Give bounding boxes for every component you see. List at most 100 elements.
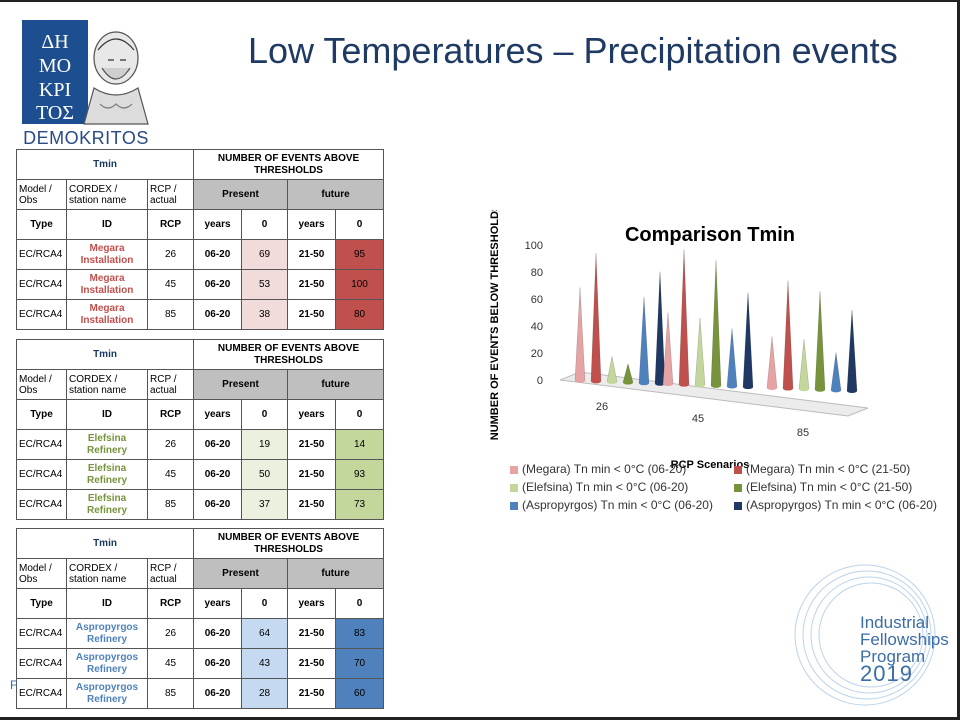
cone-base	[743, 385, 753, 390]
philosopher-bust-icon	[83, 31, 149, 125]
col-cordex: CORDEX / station name	[66, 179, 148, 210]
type-header: Type	[16, 399, 67, 430]
x-tick-label: 45	[692, 413, 704, 425]
present-threshold-header: 0	[241, 399, 289, 430]
col-model-obs: Model / Obs	[16, 179, 67, 210]
present-years-header: years	[193, 399, 243, 430]
fellowship-circles-graphic	[794, 564, 936, 706]
chart-title: Comparison Tmin	[625, 224, 795, 246]
row-future-years: 21-50	[287, 489, 337, 520]
logo-letters-2: ΜΟ	[39, 55, 71, 77]
legend-label: (Elefsina) Tn min < 0°C (06-20)	[522, 480, 689, 494]
type-header: Type	[16, 588, 67, 619]
cone-mark	[742, 292, 754, 388]
cone-mark	[726, 328, 738, 387]
col-rcp-actual: RCP / actual	[146, 179, 195, 210]
program-year: 2019	[860, 661, 913, 686]
cone-base	[695, 383, 705, 388]
y-tick-label: 40	[531, 321, 543, 333]
row-present-value: 19	[241, 429, 289, 460]
legend-swatch	[510, 501, 518, 510]
row-present-value: 50	[241, 459, 289, 490]
row-station: Aspropyrgos Refinery	[66, 648, 148, 679]
present-header: Present	[193, 369, 289, 400]
row-rcp: 45	[146, 648, 195, 679]
cone-base	[727, 384, 737, 389]
tmin-header: Tmin	[15, 149, 195, 180]
id-header: ID	[66, 209, 148, 240]
logo-letters-1: ΔΗ	[41, 31, 68, 53]
row-station: Aspropyrgos Refinery	[66, 618, 148, 649]
cone-mark	[678, 249, 690, 385]
legend-swatch	[734, 483, 742, 492]
cone-base	[607, 379, 617, 384]
row-type: EC/RCA4	[16, 648, 67, 679]
stray-mark: F	[10, 678, 18, 692]
row-future-years: 21-50	[287, 648, 337, 679]
legend-label: (Megara) Tn min < 0°C (06-20)	[522, 462, 687, 476]
col-rcp-actual: RCP / actual	[146, 558, 195, 589]
table-row: EC/RCA4 Aspropyrgos Refinery 26 06-20 64 21-5…	[16, 618, 385, 649]
legend-label: (Aspropyrgos) Tn min < 0°C (06-20)	[746, 498, 937, 512]
row-future-value: 80	[335, 299, 385, 330]
row-future-value: 95	[335, 239, 385, 270]
table-row: EC/RCA4 Aspropyrgos Refinery 85 06-20 28 21-5…	[16, 678, 385, 709]
col-cordex: CORDEX / station name	[66, 369, 148, 400]
cone-base	[767, 385, 777, 390]
future-header: future	[287, 179, 385, 210]
cone-mark	[830, 352, 842, 391]
row-rcp: 85	[146, 299, 195, 330]
row-type: EC/RCA4	[16, 429, 67, 460]
cone-mark	[798, 339, 810, 390]
row-present-years: 06-20	[193, 618, 243, 649]
type-header: Type	[16, 209, 67, 240]
row-station: Elefsina Refinery	[66, 489, 148, 520]
row-rcp: 85	[146, 678, 195, 709]
legend-swatch	[510, 465, 518, 474]
cone-mark	[662, 312, 674, 385]
cone-base	[663, 382, 673, 387]
row-future-years: 21-50	[287, 678, 337, 709]
x-tick-label: 85	[797, 427, 809, 439]
id-header: ID	[66, 588, 148, 619]
row-rcp: 85	[146, 489, 195, 520]
row-future-value: 73	[335, 489, 385, 520]
row-future-value: 93	[335, 459, 385, 490]
cone-base	[591, 379, 601, 384]
cone-base	[815, 387, 825, 392]
row-future-value: 100	[335, 269, 385, 300]
future-header: future	[287, 369, 385, 400]
cone-mark	[710, 260, 722, 387]
row-rcp: 45	[146, 459, 195, 490]
slide-title: Low Temperatures – Precipitation events	[248, 30, 898, 71]
cone-mark	[654, 271, 666, 384]
cone-base	[639, 381, 649, 386]
tmin-header: Tmin	[15, 528, 195, 559]
present-header: Present	[193, 558, 289, 589]
cone-mark	[814, 291, 826, 390]
present-header: Present	[193, 179, 289, 210]
future-years-header: years	[287, 209, 337, 240]
legend-entry: (Elefsina) Tn min < 0°C (06-20)	[510, 480, 688, 494]
legend-entry: (Aspropyrgos) Tn min < 0°C (06-20)	[510, 498, 713, 512]
program-branding: Industrial Fellowships Program 2019	[860, 614, 949, 686]
row-station: Megara Installation	[66, 239, 148, 270]
row-future-value: 70	[335, 648, 385, 679]
row-future-years: 21-50	[287, 459, 337, 490]
comparison-tmin-chart: Comparison Tmin NUMBER OF EVENTS BELOW TH…	[489, 210, 869, 471]
row-present-value: 38	[241, 299, 289, 330]
slide-border-right	[957, 0, 960, 720]
row-type: EC/RCA4	[16, 489, 67, 520]
chart-floor	[559, 371, 869, 417]
legend-swatch	[734, 501, 742, 510]
cone-base	[623, 380, 633, 385]
row-future-years: 21-50	[287, 618, 337, 649]
row-present-years: 06-20	[193, 489, 243, 520]
future-years-header: years	[287, 399, 337, 430]
row-future-years: 21-50	[287, 269, 337, 300]
demokritos-logo: ΔΗ ΜΟ ΚΡΙ ΤΟΣ	[22, 20, 149, 125]
table-row: EC/RCA4 Megara Installation 85 06-20 38 21-50…	[16, 299, 385, 330]
legend-swatch	[734, 465, 742, 474]
slide-border-bottom	[0, 717, 960, 720]
